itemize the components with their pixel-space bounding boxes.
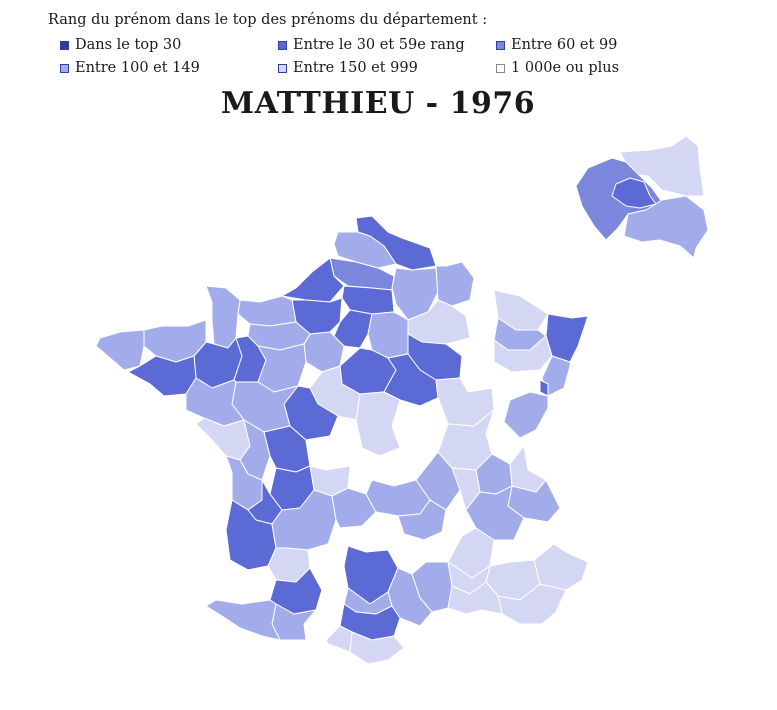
dept-region: [447, 581, 503, 615]
legend-label: Entre le 30 et 59e rang: [293, 37, 465, 53]
legend-swatch: [496, 63, 505, 73]
legend-swatch: [60, 63, 69, 73]
legend-swatch: [60, 40, 69, 50]
legend-swatch: [278, 40, 287, 50]
dept-region: [497, 583, 567, 625]
legend-label: 1 000e ou plus: [511, 60, 620, 76]
legend-item-30-59: Entre le 30 et 59e rang: [278, 37, 465, 53]
legend-item-top30: Dans le top 30: [60, 37, 181, 53]
dept-region: [619, 135, 705, 197]
map-title: MATTHIEU - 1976: [220, 86, 536, 121]
dept-region: [95, 329, 145, 371]
dept-region: [435, 261, 475, 307]
legend-item-150-999: Entre 150 et 999: [278, 60, 418, 76]
dept-region: [185, 377, 245, 427]
legend-swatch: [496, 40, 505, 50]
dept-region: [623, 195, 709, 259]
dept-region: [205, 599, 281, 641]
legend-item-100-149: Entre 100 et 149: [60, 60, 200, 76]
paris-inset: [575, 135, 709, 259]
legend-item-60-99: Entre 60 et 99: [496, 37, 617, 53]
legend-label: Entre 100 et 149: [75, 60, 200, 76]
legend-item-1000-plus: 1 000e ou plus: [496, 60, 619, 76]
dept-region: [325, 625, 353, 653]
dept-region: [333, 231, 397, 269]
dept-region: [545, 313, 589, 363]
legend-title: Rang du prénom dans le top des prénoms d…: [48, 12, 488, 28]
dept-region: [349, 631, 405, 665]
dept-region: [257, 343, 307, 393]
dept-region: [143, 319, 207, 363]
dept-region: [237, 295, 297, 327]
dept-region: [391, 397, 449, 457]
corsica: [631, 621, 677, 705]
legend-swatch: [278, 63, 287, 73]
legend-label: Entre 150 et 999: [293, 60, 418, 76]
legend-label: Dans le top 30: [75, 37, 182, 53]
legend-label: Entre 60 et 99: [511, 37, 618, 53]
departments: [95, 215, 589, 665]
